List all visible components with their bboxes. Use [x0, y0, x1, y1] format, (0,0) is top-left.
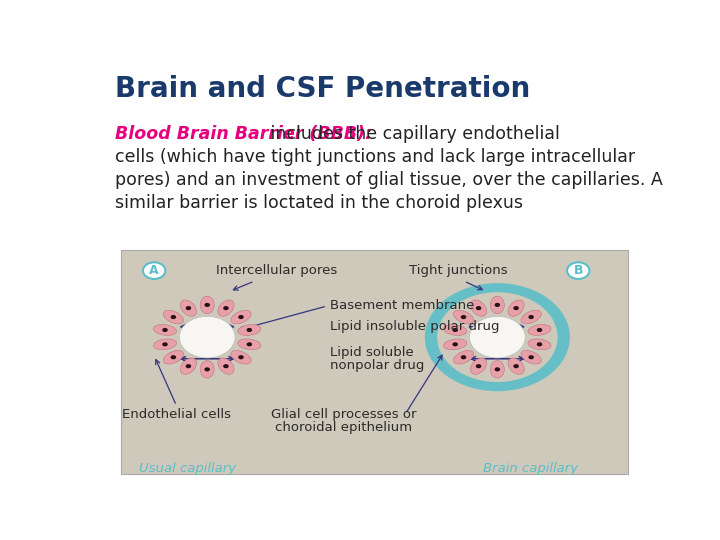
Ellipse shape [238, 339, 261, 350]
Circle shape [469, 316, 526, 358]
Ellipse shape [153, 325, 176, 335]
Ellipse shape [454, 310, 474, 324]
Text: A: A [149, 264, 159, 277]
Circle shape [536, 342, 542, 346]
Ellipse shape [444, 339, 467, 350]
Circle shape [223, 306, 229, 310]
Circle shape [495, 303, 500, 307]
Circle shape [567, 262, 590, 279]
Circle shape [513, 306, 519, 310]
Ellipse shape [231, 350, 251, 364]
Circle shape [171, 315, 176, 319]
Ellipse shape [528, 325, 551, 335]
Ellipse shape [238, 325, 261, 335]
Text: choroidal epithelium: choroidal epithelium [275, 421, 413, 434]
Circle shape [495, 367, 500, 372]
Ellipse shape [153, 339, 176, 350]
Circle shape [528, 355, 534, 359]
Ellipse shape [180, 300, 197, 316]
Circle shape [238, 315, 244, 319]
Circle shape [476, 306, 482, 310]
Text: Endothelial cells: Endothelial cells [122, 408, 231, 421]
Ellipse shape [218, 358, 234, 374]
Text: includes the capillary endothelial: includes the capillary endothelial [265, 125, 559, 143]
Ellipse shape [508, 300, 524, 316]
Ellipse shape [528, 339, 551, 350]
Text: Lipid soluble: Lipid soluble [330, 346, 414, 359]
Ellipse shape [444, 325, 467, 335]
Circle shape [204, 303, 210, 307]
Text: Glial cell processes or: Glial cell processes or [271, 408, 417, 421]
Ellipse shape [470, 300, 487, 316]
Circle shape [536, 328, 542, 332]
Circle shape [452, 342, 458, 346]
Ellipse shape [490, 361, 504, 378]
Circle shape [461, 355, 467, 359]
Circle shape [437, 292, 557, 382]
Circle shape [171, 355, 176, 359]
Ellipse shape [218, 300, 234, 316]
Circle shape [162, 328, 168, 332]
Text: Brain and CSF Penetration: Brain and CSF Penetration [115, 75, 531, 103]
Ellipse shape [200, 361, 214, 378]
Circle shape [476, 364, 482, 368]
Circle shape [204, 367, 210, 372]
Text: Intercellular pores: Intercellular pores [216, 264, 338, 277]
Ellipse shape [521, 350, 541, 364]
Circle shape [179, 316, 235, 358]
Circle shape [452, 328, 458, 332]
Ellipse shape [163, 350, 184, 364]
Ellipse shape [454, 350, 474, 364]
Bar [121, 250, 629, 474]
Text: Usual capillary: Usual capillary [139, 462, 236, 475]
Ellipse shape [200, 296, 214, 314]
Ellipse shape [521, 310, 541, 324]
Text: Tight junctions: Tight junctions [409, 264, 508, 277]
Text: Blood Brain Barrier (BBB):: Blood Brain Barrier (BBB): [115, 125, 372, 143]
Ellipse shape [470, 358, 487, 374]
Text: Basement membrane: Basement membrane [330, 300, 474, 313]
Circle shape [162, 342, 168, 346]
Circle shape [528, 315, 534, 319]
Text: Brain capillary: Brain capillary [483, 462, 578, 475]
Ellipse shape [163, 310, 184, 324]
Circle shape [186, 306, 192, 310]
Ellipse shape [180, 358, 197, 374]
Circle shape [461, 315, 467, 319]
Circle shape [425, 283, 570, 391]
Circle shape [223, 364, 229, 368]
Ellipse shape [231, 310, 251, 324]
Text: nonpolar drug: nonpolar drug [330, 359, 424, 372]
Circle shape [143, 262, 166, 279]
Text: pores) and an investment of glial tissue, over the capillaries. A: pores) and an investment of glial tissue… [115, 171, 663, 189]
Circle shape [246, 342, 252, 346]
Circle shape [238, 355, 244, 359]
Ellipse shape [490, 296, 504, 314]
Circle shape [186, 364, 192, 368]
Circle shape [246, 328, 252, 332]
Ellipse shape [508, 358, 524, 374]
Text: B: B [574, 264, 583, 277]
Text: cells (which have tight junctions and lack large intracellular: cells (which have tight junctions and la… [115, 148, 635, 166]
Text: similar barrier is loctated in the choroid plexus: similar barrier is loctated in the choro… [115, 194, 523, 212]
Circle shape [513, 364, 519, 368]
Text: Lipid insoluble polar drug: Lipid insoluble polar drug [330, 320, 500, 333]
